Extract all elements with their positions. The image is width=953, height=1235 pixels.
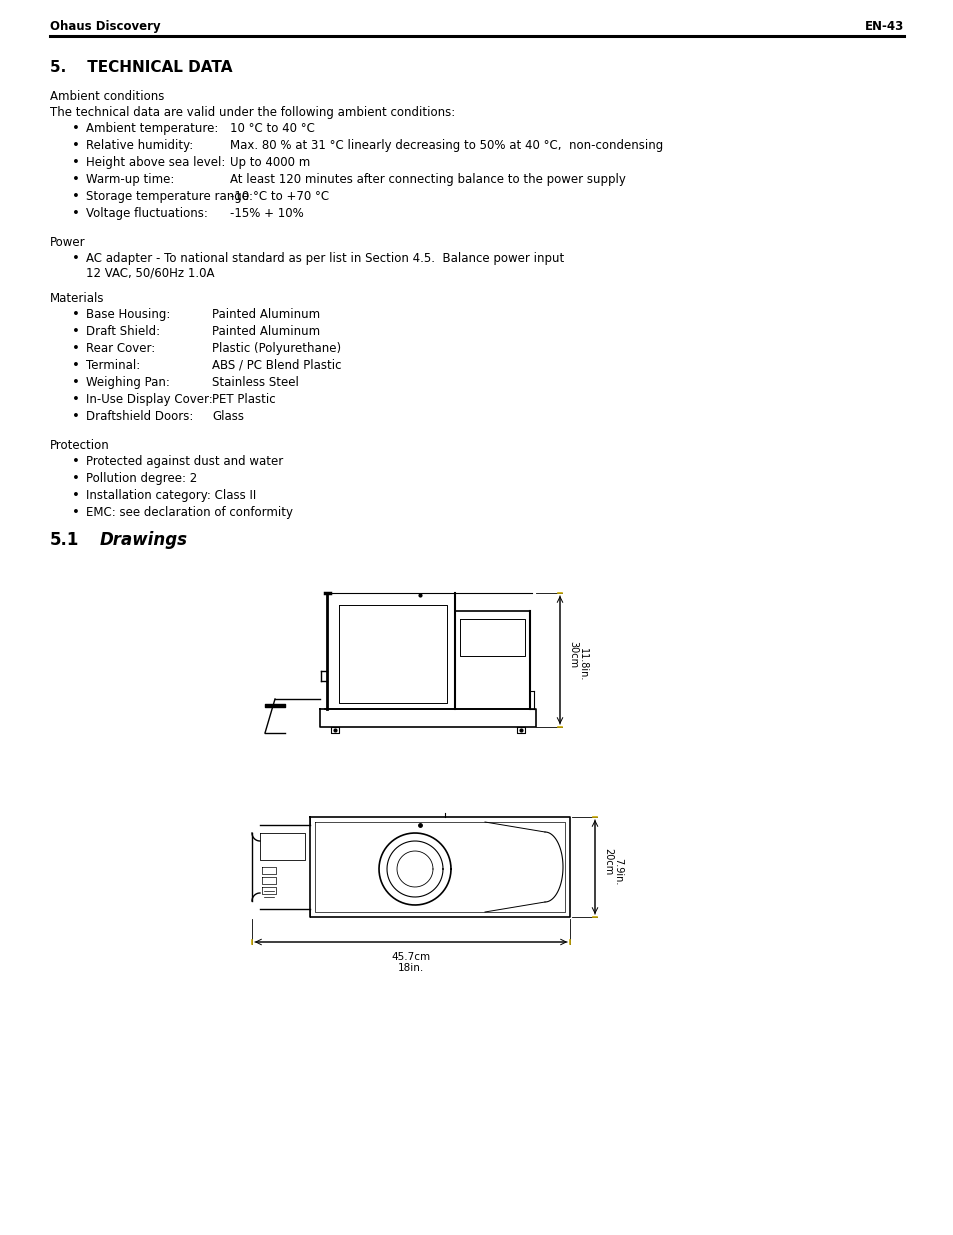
Text: Weighing Pan:: Weighing Pan:	[86, 375, 170, 389]
Text: EMC: see declaration of conformity: EMC: see declaration of conformity	[86, 506, 293, 519]
Text: •: •	[71, 393, 80, 406]
Text: PET Plastic: PET Plastic	[212, 393, 275, 406]
Text: Plastic (Polyurethane): Plastic (Polyurethane)	[212, 342, 341, 354]
Text: •: •	[71, 454, 80, 468]
Text: •: •	[71, 325, 80, 338]
Text: Protected against dust and water: Protected against dust and water	[86, 454, 283, 468]
Text: 20cm: 20cm	[602, 848, 613, 876]
Text: Painted Aluminum: Painted Aluminum	[212, 325, 320, 338]
Text: Ambient conditions: Ambient conditions	[50, 90, 164, 103]
Text: -10 °C to +70 °C: -10 °C to +70 °C	[230, 190, 329, 203]
Text: Up to 4000 m: Up to 4000 m	[230, 156, 310, 169]
Text: ABS / PC Blend Plastic: ABS / PC Blend Plastic	[212, 359, 341, 372]
Text: Glass: Glass	[212, 410, 244, 424]
Text: 30cm: 30cm	[567, 641, 578, 668]
Text: 10 °C to 40 °C: 10 °C to 40 °C	[230, 122, 314, 135]
Text: AC adapter - To national standard as per list in Section 4.5.  Balance power inp: AC adapter - To national standard as per…	[86, 252, 563, 266]
Text: Painted Aluminum: Painted Aluminum	[212, 308, 320, 321]
Text: Relative humidity:: Relative humidity:	[86, 140, 193, 152]
Text: The technical data are valid under the following ambient conditions:: The technical data are valid under the f…	[50, 106, 455, 119]
Text: 12 VAC, 50/60Hz 1.0A: 12 VAC, 50/60Hz 1.0A	[86, 267, 214, 280]
Text: Terminal:: Terminal:	[86, 359, 140, 372]
Text: •: •	[71, 506, 80, 519]
Text: 45.7cm: 45.7cm	[391, 952, 430, 962]
Text: 11.8in.: 11.8in.	[578, 648, 587, 682]
Text: 5.1: 5.1	[50, 531, 79, 550]
Text: Power: Power	[50, 236, 86, 249]
Text: Drawings: Drawings	[100, 531, 188, 550]
Text: •: •	[71, 173, 80, 186]
Text: Pollution degree: 2: Pollution degree: 2	[86, 472, 197, 485]
Text: •: •	[71, 122, 80, 135]
Text: -15% + 10%: -15% + 10%	[230, 207, 303, 220]
Text: EN-43: EN-43	[863, 20, 903, 33]
Text: Max. 80 % at 31 °C linearly decreasing to 50% at 40 °C,  non-condensing: Max. 80 % at 31 °C linearly decreasing t…	[230, 140, 662, 152]
Text: At least 120 minutes after connecting balance to the power supply: At least 120 minutes after connecting ba…	[230, 173, 625, 186]
Text: 18in.: 18in.	[397, 963, 424, 973]
Text: Draft Shield:: Draft Shield:	[86, 325, 160, 338]
Text: Stainless Steel: Stainless Steel	[212, 375, 298, 389]
Text: Protection: Protection	[50, 438, 110, 452]
Text: Materials: Materials	[50, 291, 105, 305]
Text: In-Use Display Cover:: In-Use Display Cover:	[86, 393, 213, 406]
Text: •: •	[71, 489, 80, 501]
Text: Ohaus Discovery: Ohaus Discovery	[50, 20, 160, 33]
Text: Storage temperature range:: Storage temperature range:	[86, 190, 253, 203]
Text: •: •	[71, 410, 80, 424]
Text: Voltage fluctuations:: Voltage fluctuations:	[86, 207, 208, 220]
Text: •: •	[71, 190, 80, 203]
Text: Ambient temperature:: Ambient temperature:	[86, 122, 218, 135]
Text: Installation category: Class II: Installation category: Class II	[86, 489, 256, 501]
Text: •: •	[71, 308, 80, 321]
Text: •: •	[71, 140, 80, 152]
Text: •: •	[71, 375, 80, 389]
Text: •: •	[71, 342, 80, 354]
Text: •: •	[71, 359, 80, 372]
Text: •: •	[71, 252, 80, 266]
Text: •: •	[71, 156, 80, 169]
Text: Rear Cover:: Rear Cover:	[86, 342, 155, 354]
Text: •: •	[71, 207, 80, 220]
Text: Base Housing:: Base Housing:	[86, 308, 171, 321]
Text: 5.    TECHNICAL DATA: 5. TECHNICAL DATA	[50, 61, 233, 75]
Text: Warm-up time:: Warm-up time:	[86, 173, 174, 186]
Text: Height above sea level:: Height above sea level:	[86, 156, 225, 169]
Text: Draftshield Doors:: Draftshield Doors:	[86, 410, 193, 424]
Text: •: •	[71, 472, 80, 485]
Text: 7.9in.: 7.9in.	[613, 858, 622, 885]
